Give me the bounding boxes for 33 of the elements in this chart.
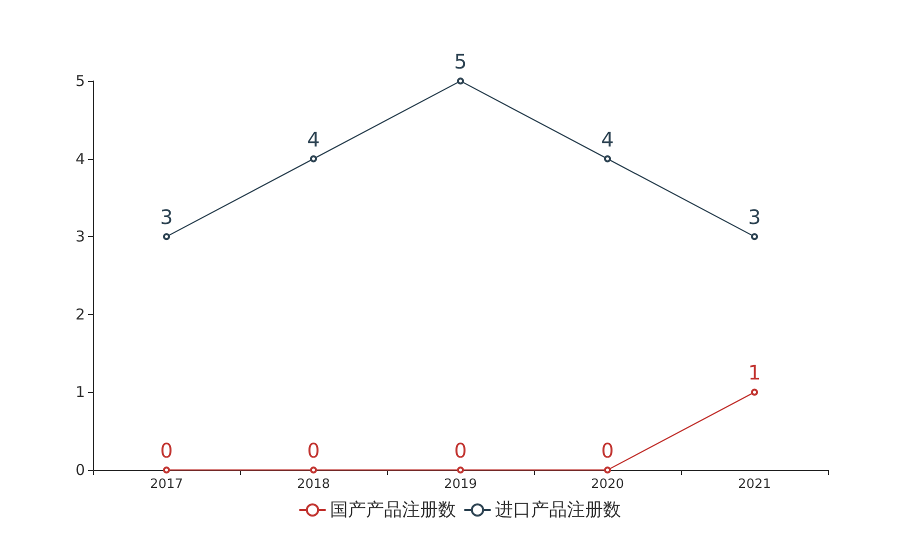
data-label: 0 [601, 438, 614, 462]
legend-label: 国产产品注册数 [330, 500, 456, 520]
x-tick-label: 2017 [150, 477, 184, 492]
x-tick-label: 2020 [590, 477, 624, 492]
y-tick-label: 4 [75, 150, 85, 168]
data-label: 3 [748, 205, 761, 230]
x-tick-label: 2019 [444, 477, 478, 492]
point [163, 233, 170, 240]
data-label: 0 [454, 438, 467, 462]
data-label: 5 [454, 50, 467, 74]
point [457, 466, 464, 474]
data-label: 4 [601, 127, 614, 152]
point [751, 388, 758, 396]
point [604, 466, 611, 474]
legend-label: 进口产品注册数 [495, 500, 621, 520]
point [310, 155, 317, 162]
point [604, 155, 611, 162]
y-tick-label: 0 [75, 461, 85, 479]
data-label: 0 [307, 438, 320, 462]
y-tick-label: 2 [75, 305, 85, 324]
point [310, 466, 317, 474]
point [163, 466, 170, 474]
x-tick-label: 2021 [738, 477, 772, 492]
x-tick-label: 2018 [296, 477, 330, 492]
y-tick-label: 1 [75, 383, 85, 402]
point [751, 233, 758, 240]
point [457, 78, 464, 84]
data-label: 3 [160, 205, 173, 230]
y-tick-label: 5 [75, 72, 85, 90]
data-label: 1 [748, 360, 761, 385]
y-tick-label: 3 [75, 228, 85, 246]
data-label: 4 [307, 127, 320, 152]
data-label: 0 [160, 438, 173, 462]
